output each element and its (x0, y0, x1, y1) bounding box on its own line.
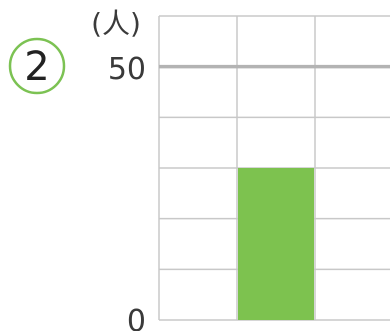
question-number-badge: 2 (8, 37, 66, 95)
y-axis-unit-label: (人) (91, 7, 141, 40)
bar (238, 168, 314, 320)
y-tick-label-0: 0 (127, 304, 146, 331)
badge-circle (8, 37, 66, 95)
badge-number: 2 (24, 44, 49, 90)
y-tick-label-50: 50 (108, 52, 146, 87)
bars (238, 168, 314, 320)
